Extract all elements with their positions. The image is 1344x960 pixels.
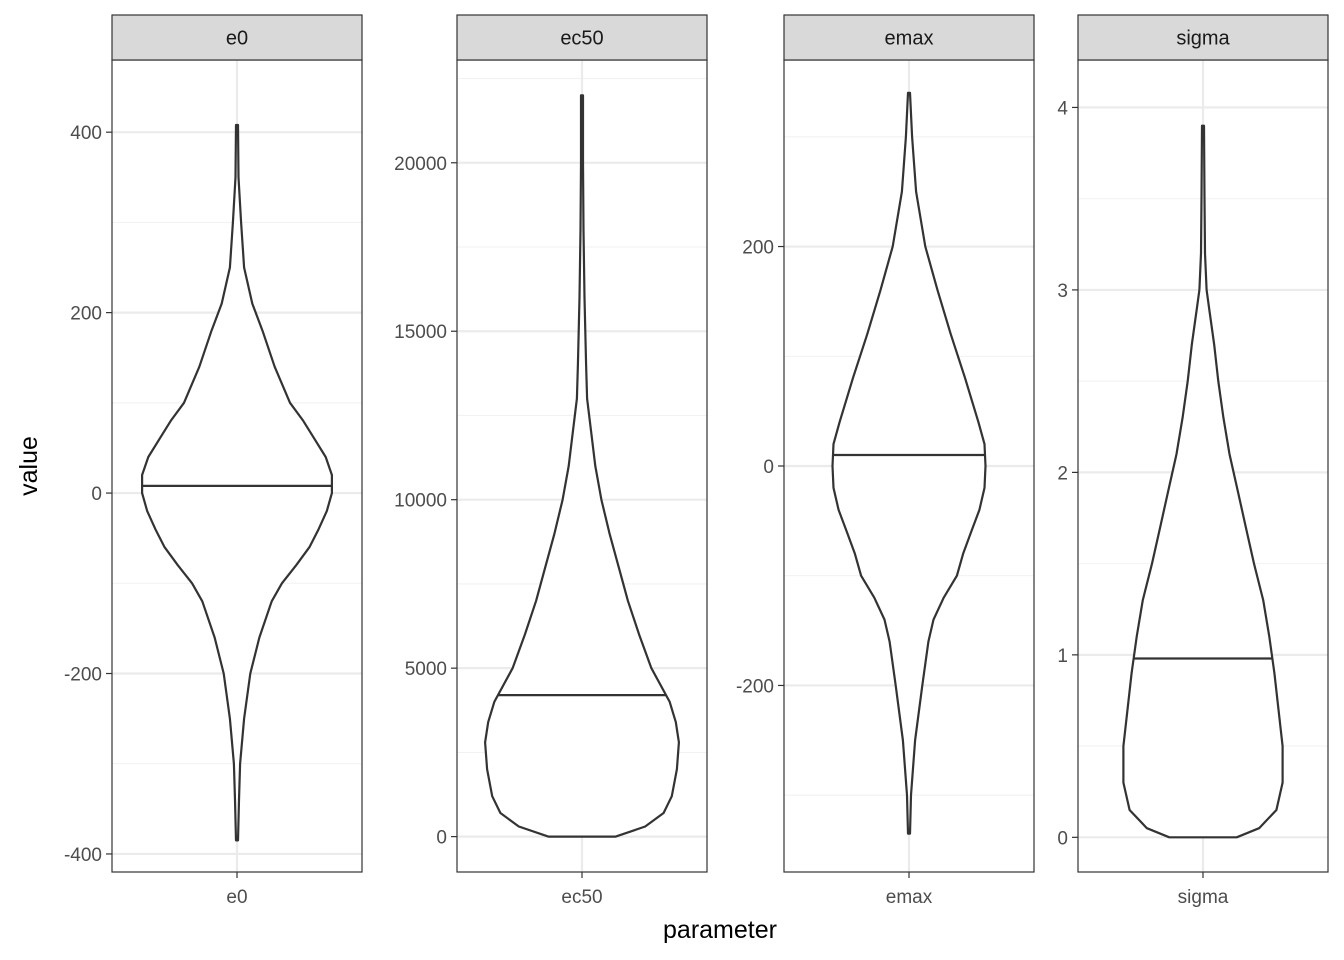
x-tick-label-ec50: ec50 <box>561 887 602 908</box>
y-axis-title: value <box>15 436 43 496</box>
y-tick-label: 0 <box>436 828 447 849</box>
strip-label-ec50: ec50 <box>560 28 603 50</box>
y-tick-label: 10000 <box>394 491 447 512</box>
y-tick-label: 15000 <box>394 322 447 343</box>
y-tick-label: -400 <box>64 845 102 866</box>
strip-background <box>1077 14 1329 61</box>
facet-panel-e0: e0 -400 -200 0 200 400 e0 <box>64 14 363 908</box>
y-tick-label: 0 <box>763 457 774 478</box>
strip-label-e0: e0 <box>226 28 248 50</box>
y-tick-label: 3 <box>1057 281 1068 302</box>
y-tick-label: 0 <box>91 484 102 505</box>
y-tick-label: 5000 <box>405 659 447 680</box>
y-tick-label: 20000 <box>394 154 447 175</box>
violin-e0 <box>141 123 333 842</box>
x-tick-label-emax: emax <box>886 887 933 908</box>
x-tick-label-sigma: sigma <box>1178 887 1229 908</box>
y-tick-label: 200 <box>742 238 774 259</box>
x-axis-title: parameter <box>663 916 777 944</box>
violin-emax <box>831 91 987 835</box>
facet-panel-emax: emax -200 0 200 emax <box>736 14 1035 908</box>
y-tick-label: 400 <box>70 123 102 144</box>
facet-panels: e0-400-2000200400e0ec5005000100001500020… <box>64 14 1329 908</box>
violin-ec50 <box>484 94 680 838</box>
strip-background <box>783 14 1035 61</box>
x-tick-label-e0: e0 <box>226 887 247 908</box>
y-tick-label: -200 <box>736 676 774 697</box>
facet-panel-sigma: sigma 0 1 2 3 4 sigma <box>1057 14 1329 908</box>
strip-label-sigma: sigma <box>1176 28 1230 50</box>
strip-label-emax: emax <box>885 28 934 50</box>
y-tick-label: 4 <box>1057 98 1068 119</box>
y-tick-label: 2 <box>1057 463 1068 484</box>
y-tick-label: 1 <box>1057 646 1068 667</box>
y-tick-label: -200 <box>64 665 102 686</box>
facet-panel-ec50: ec50 0 5000 10000 15000 20000 ec50 <box>394 14 708 908</box>
y-tick-label: 0 <box>1057 828 1068 849</box>
y-tick-label: 200 <box>70 304 102 325</box>
strip-background <box>456 14 708 61</box>
strip-background <box>111 14 363 61</box>
